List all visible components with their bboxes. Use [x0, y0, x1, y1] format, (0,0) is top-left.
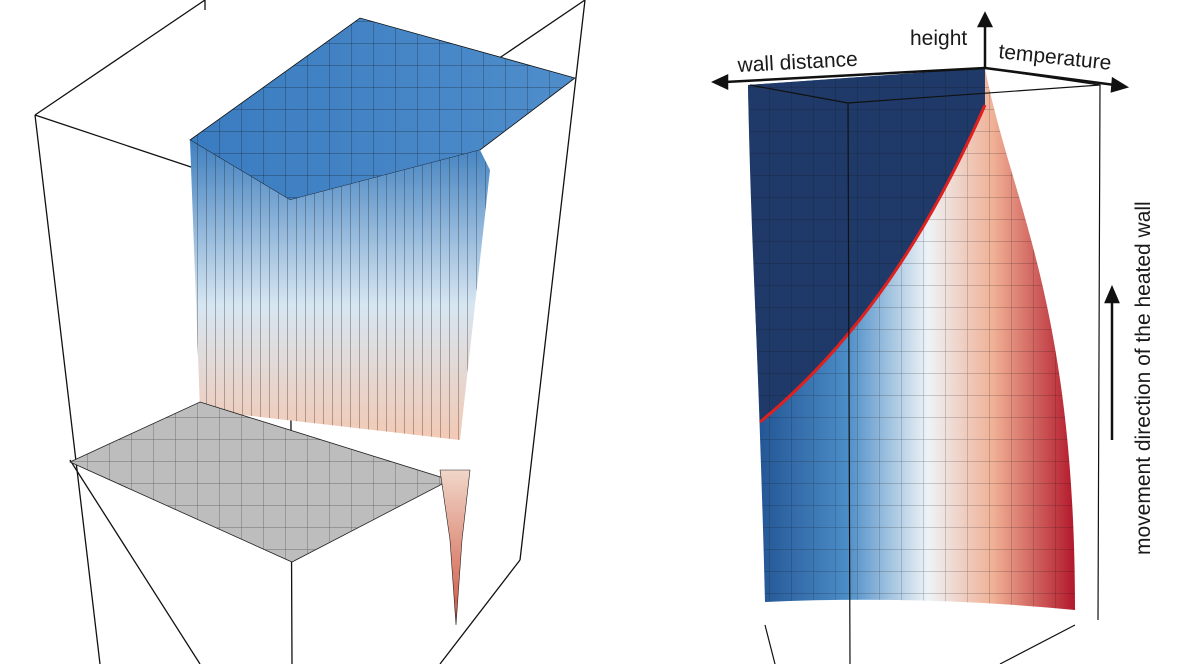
temperature-axis-label: temperature — [997, 40, 1112, 75]
temperature-spike — [439, 469, 471, 626]
right-3d-surface-plot: height wall distance temperature movemen… — [711, 11, 1155, 664]
height-axis-label: height — [910, 27, 967, 50]
movement-direction-label: movement direction of the heated wall — [1132, 201, 1155, 555]
surface-grid — [748, 68, 1075, 610]
isoline — [759, 104, 987, 424]
upper-surface-grid — [190, 18, 575, 200]
axes — [711, 11, 1130, 440]
left-3d-surface-plot — [34, 0, 586, 664]
bounding-box — [749, 67, 1101, 664]
wall-distance-axis-label: wall distance — [736, 48, 858, 77]
lower-surface-grid — [70, 402, 450, 562]
curtain-grid — [190, 140, 490, 440]
